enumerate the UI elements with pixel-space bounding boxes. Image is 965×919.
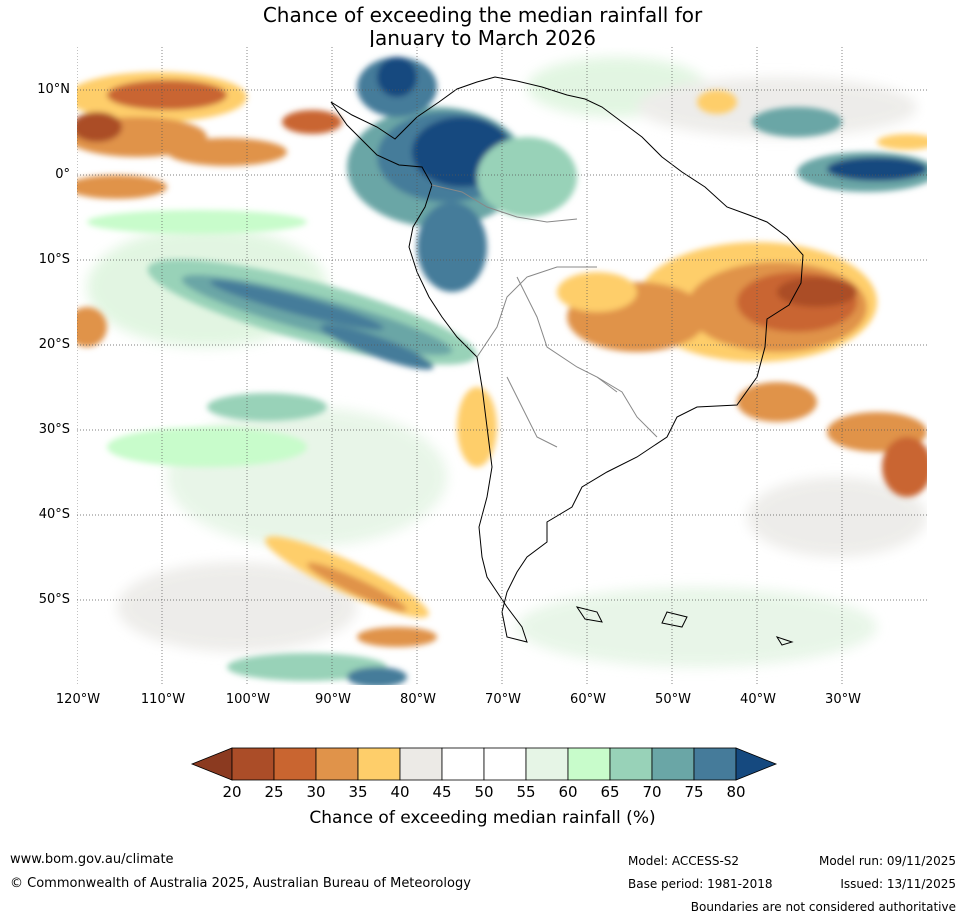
copyright-text: © Commonwealth of Australia 2025, Austra… bbox=[10, 876, 471, 891]
colorbar-tick: 20 bbox=[222, 783, 242, 801]
colorbar-tick: 35 bbox=[348, 783, 368, 801]
colorbar-segment bbox=[735, 747, 778, 781]
map-title: Chance of exceeding the median rainfall … bbox=[0, 4, 965, 50]
colorbar-segment bbox=[567, 747, 611, 781]
lon-label-90w: 90°W bbox=[315, 692, 351, 707]
model-run-date: Model run: 09/11/2025 bbox=[818, 854, 956, 868]
colorbar-tick: 50 bbox=[474, 783, 494, 801]
lat-label-10s: 10°S bbox=[38, 252, 70, 267]
colorbar-tick: 45 bbox=[432, 783, 452, 801]
colorbar-segment bbox=[357, 747, 401, 781]
issued-date: Issued: 13/11/2025 bbox=[840, 877, 956, 891]
lon-label-80w: 80°W bbox=[400, 692, 436, 707]
lat-label-0: 0° bbox=[55, 167, 70, 182]
colorbar-segment bbox=[609, 747, 653, 781]
base-period: Base period: 1981-2018 bbox=[628, 877, 773, 891]
lon-label-120w: 120°W bbox=[55, 692, 101, 707]
lat-label-30s: 30°S bbox=[38, 422, 70, 437]
lon-label-70w: 70°W bbox=[485, 692, 521, 707]
colorbar-segment bbox=[441, 747, 485, 781]
colorbar-segment bbox=[483, 747, 527, 781]
colorbar-tick: 25 bbox=[264, 783, 284, 801]
colorbar-segment bbox=[190, 747, 233, 781]
rainfall-map bbox=[77, 47, 927, 685]
lon-label-110w: 110°W bbox=[140, 692, 186, 707]
colorbar bbox=[190, 747, 778, 781]
colorbar-segment bbox=[273, 747, 317, 781]
model-name: Model: ACCESS-S2 bbox=[628, 854, 740, 868]
colorbar-label: Chance of exceeding median rainfall (%) bbox=[309, 808, 656, 828]
lat-label-20s: 20°S bbox=[38, 337, 70, 352]
disclaimer-text: Boundaries are not considered authoritat… bbox=[690, 900, 956, 914]
colorbar-segment bbox=[399, 747, 443, 781]
colorbar-tick: 55 bbox=[516, 783, 536, 801]
colorbar-segment bbox=[315, 747, 359, 781]
lon-label-100w: 100°W bbox=[225, 692, 271, 707]
colorbar-tick: 80 bbox=[726, 783, 746, 801]
lon-label-50w: 50°W bbox=[655, 692, 691, 707]
title-line-2: January to March 2026 bbox=[369, 26, 596, 50]
colorbar-tick: 65 bbox=[600, 783, 620, 801]
colorbar-tick: 60 bbox=[558, 783, 578, 801]
lat-label-40s: 40°S bbox=[38, 507, 70, 522]
lat-label-10n: 10°N bbox=[37, 82, 70, 97]
lon-label-60w: 60°W bbox=[570, 692, 606, 707]
lat-label-50s: 50°S bbox=[38, 592, 70, 607]
colorbar-segment bbox=[693, 747, 737, 781]
rainfall-map-svg bbox=[77, 47, 927, 685]
colorbar-tick: 70 bbox=[642, 783, 662, 801]
colorbar-tick: 75 bbox=[684, 783, 704, 801]
colorbar-segment bbox=[525, 747, 569, 781]
colorbar-tick: 40 bbox=[390, 783, 410, 801]
colorbar-segment bbox=[231, 747, 275, 781]
lon-label-30w: 30°W bbox=[825, 692, 861, 707]
colorbar-tick: 30 bbox=[306, 783, 326, 801]
title-line-1: Chance of exceeding the median rainfall … bbox=[262, 3, 703, 27]
website-link[interactable]: www.bom.gov.au/climate bbox=[10, 852, 174, 867]
colorbar-segment bbox=[651, 747, 695, 781]
lon-label-40w: 40°W bbox=[740, 692, 776, 707]
